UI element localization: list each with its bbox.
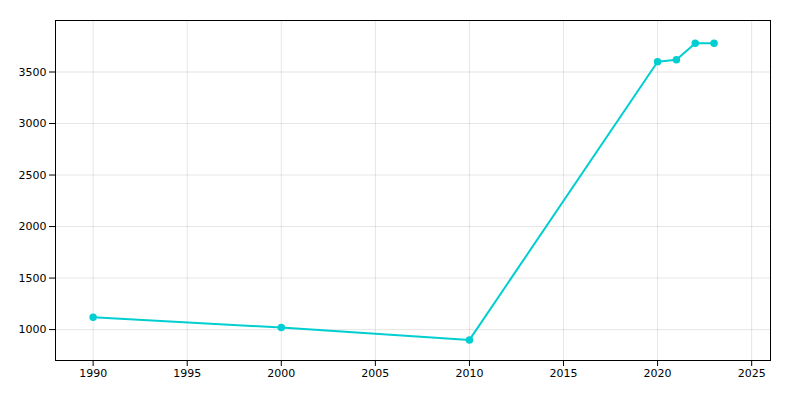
svg-text:2000: 2000 xyxy=(267,367,295,380)
svg-text:2500: 2500 xyxy=(19,169,47,182)
svg-text:1000: 1000 xyxy=(19,323,47,336)
svg-text:2000: 2000 xyxy=(19,220,47,233)
svg-text:2015: 2015 xyxy=(550,367,578,380)
svg-text:2010: 2010 xyxy=(455,367,483,380)
svg-text:3500: 3500 xyxy=(19,66,47,79)
svg-text:1995: 1995 xyxy=(173,367,201,380)
svg-text:1500: 1500 xyxy=(19,272,47,285)
svg-text:2005: 2005 xyxy=(361,367,389,380)
svg-text:3000: 3000 xyxy=(19,117,47,130)
svg-text:2020: 2020 xyxy=(644,367,672,380)
svg-text:2025: 2025 xyxy=(738,367,766,380)
svg-text:1990: 1990 xyxy=(79,367,107,380)
